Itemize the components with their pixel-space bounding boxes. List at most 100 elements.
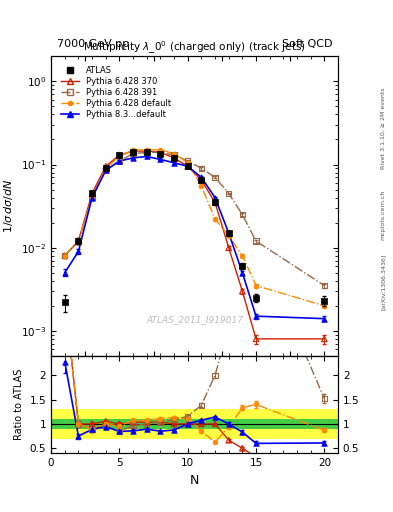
- Point: [185, 420, 191, 428]
- Point: [89, 420, 95, 428]
- Point: [89, 194, 95, 202]
- Point: [239, 251, 246, 260]
- Point: [62, 358, 68, 366]
- Point: [321, 452, 327, 460]
- Point: [103, 420, 109, 428]
- Point: [116, 420, 123, 428]
- Point: [116, 422, 123, 430]
- Point: [239, 287, 246, 295]
- Point: [130, 147, 136, 155]
- Point: [171, 159, 177, 167]
- Point: [75, 420, 82, 428]
- Point: [253, 237, 259, 245]
- Point: [321, 282, 327, 290]
- Point: [116, 157, 123, 165]
- Point: [62, 298, 68, 306]
- X-axis label: N: N: [190, 474, 199, 486]
- Point: [239, 444, 246, 453]
- Text: 7000 GeV pp: 7000 GeV pp: [57, 39, 129, 49]
- Point: [171, 416, 177, 424]
- Point: [321, 302, 327, 310]
- Point: [321, 394, 327, 402]
- Point: [171, 154, 177, 162]
- Point: [62, 292, 68, 300]
- Point: [239, 269, 246, 277]
- Point: [321, 439, 327, 447]
- Point: [198, 416, 204, 424]
- Point: [89, 189, 95, 198]
- Point: [103, 162, 109, 170]
- Point: [212, 215, 218, 223]
- Point: [253, 235, 259, 243]
- Point: [103, 164, 109, 173]
- Point: [253, 282, 259, 290]
- Point: [212, 173, 218, 181]
- Point: [130, 416, 136, 424]
- Point: [212, 198, 218, 206]
- Point: [143, 148, 150, 157]
- Point: [253, 439, 259, 447]
- Point: [253, 293, 259, 302]
- Point: [75, 420, 82, 428]
- Point: [185, 157, 191, 165]
- Point: [171, 414, 177, 422]
- Point: [226, 231, 232, 240]
- Point: [321, 335, 327, 343]
- Point: [103, 417, 109, 425]
- Point: [198, 176, 204, 184]
- Point: [212, 371, 218, 379]
- Point: [130, 154, 136, 162]
- Point: [157, 148, 163, 157]
- Title: Multiplicity $\lambda\_0^0$ (charged only) (track jets): Multiplicity $\lambda\_0^0$ (charged onl…: [83, 40, 306, 56]
- Point: [226, 189, 232, 198]
- Point: [171, 420, 177, 428]
- Point: [239, 210, 246, 219]
- Point: [89, 189, 95, 198]
- Point: [75, 237, 82, 245]
- Point: [130, 150, 136, 158]
- Point: [62, 292, 68, 300]
- Text: ATLAS_2011_I919017: ATLAS_2011_I919017: [146, 315, 243, 325]
- Point: [226, 423, 232, 431]
- Point: [143, 147, 150, 155]
- Point: [103, 164, 109, 173]
- Point: [143, 148, 150, 157]
- Point: [143, 416, 150, 424]
- Point: [185, 162, 191, 170]
- Point: [103, 422, 109, 431]
- Point: [185, 412, 191, 420]
- Point: [75, 420, 82, 428]
- Point: [253, 400, 259, 409]
- Point: [253, 335, 259, 343]
- Point: [130, 427, 136, 435]
- Point: [75, 237, 82, 245]
- Point: [212, 194, 218, 202]
- Point: [103, 166, 109, 175]
- Point: [226, 229, 232, 237]
- Point: [198, 173, 204, 181]
- Point: [89, 425, 95, 434]
- Point: [239, 262, 246, 270]
- Point: [226, 323, 232, 331]
- Point: [212, 413, 218, 421]
- Point: [239, 428, 246, 436]
- Legend: ATLAS, Pythia 6.428 370, Pythia 6.428 391, Pythia 6.428 default, Pythia 8.3...de: ATLAS, Pythia 6.428 370, Pythia 6.428 39…: [58, 63, 173, 122]
- Point: [185, 162, 191, 170]
- Point: [226, 436, 232, 444]
- Text: Soft QCD: Soft QCD: [282, 39, 332, 49]
- Point: [198, 182, 204, 190]
- Point: [62, 269, 68, 277]
- Point: [239, 266, 246, 274]
- Point: [130, 148, 136, 157]
- Point: [75, 247, 82, 255]
- Point: [185, 415, 191, 423]
- Point: [116, 153, 123, 161]
- Point: [157, 418, 163, 426]
- Point: [212, 420, 218, 428]
- Point: [89, 194, 95, 202]
- Text: Rivet 3.1.10, ≥ 2M events: Rivet 3.1.10, ≥ 2M events: [381, 87, 386, 169]
- Point: [157, 155, 163, 163]
- Point: [62, 251, 68, 260]
- Point: [226, 229, 232, 237]
- Point: [130, 418, 136, 426]
